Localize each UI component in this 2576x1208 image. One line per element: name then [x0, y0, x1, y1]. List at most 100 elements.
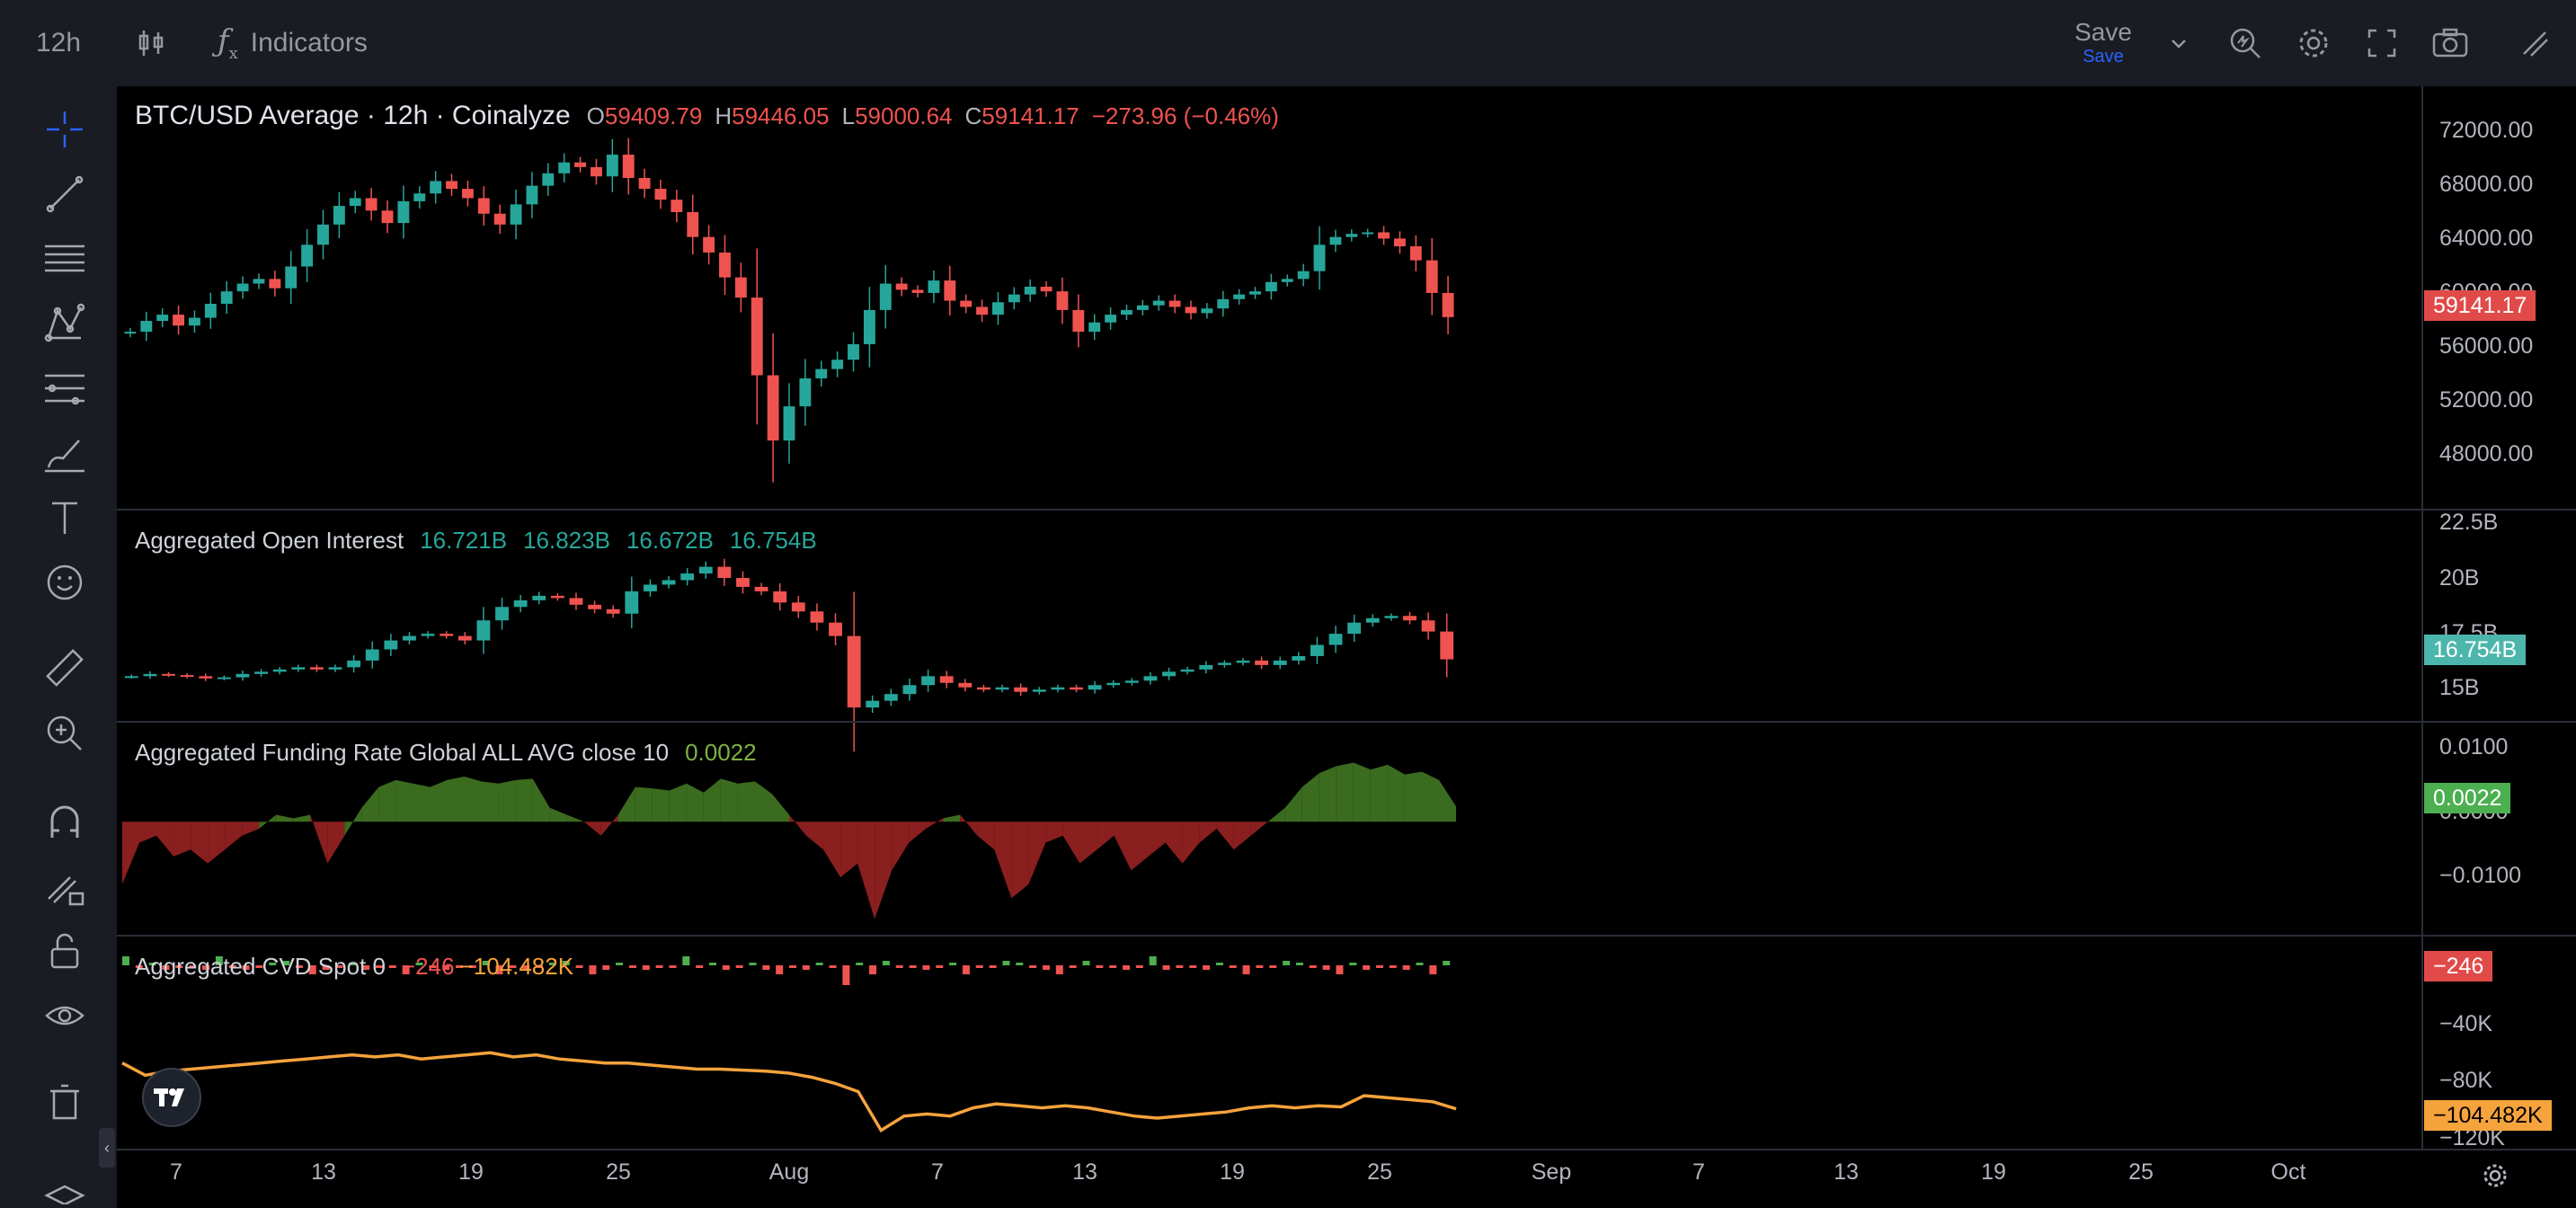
x-tick: 19 — [1981, 1159, 2006, 1185]
cvd-bar — [628, 965, 636, 968]
cvd-bar — [776, 965, 784, 974]
funding-area — [498, 779, 516, 822]
oi-candle — [606, 608, 620, 614]
x-tick: 19 — [1220, 1159, 1245, 1185]
funding-area — [1353, 762, 1371, 822]
funding-area — [857, 822, 875, 919]
chevron-down-icon[interactable] — [2157, 22, 2200, 65]
price-candle — [991, 302, 1004, 315]
layers-icon[interactable] — [40, 1158, 90, 1208]
drawing-toolbar — [0, 86, 117, 1208]
axis-settings-icon[interactable] — [2477, 1158, 2513, 1194]
lock-pencil-icon[interactable] — [40, 861, 90, 911]
funding-title[interactable]: Aggregated Funding Rate Global ALL AVG c… — [135, 739, 670, 766]
cvd-bar — [509, 965, 517, 968]
symbol-title[interactable]: BTC/USD Average · 12h · Coinalyze — [135, 101, 571, 130]
fullscreen-icon[interactable] — [2360, 22, 2403, 65]
collapse-toolbar-handle[interactable]: ‹ — [99, 1128, 115, 1168]
cvd-bar — [522, 965, 530, 970]
funding-area — [1404, 771, 1422, 822]
cvd-bar — [1109, 965, 1117, 968]
funding-area — [1045, 822, 1063, 843]
cvd-bar — [189, 965, 197, 968]
funding-area — [191, 822, 209, 864]
candles-icon[interactable] — [129, 22, 173, 65]
indicators-button[interactable]: ƒx Indicators — [218, 0, 368, 86]
price-candle — [1233, 294, 1246, 299]
cvd-bar — [135, 965, 143, 968]
chart-area[interactable] — [117, 86, 2576, 1208]
cvd-bar — [415, 963, 423, 965]
price-candle — [349, 198, 361, 207]
cvd-bar — [215, 956, 223, 965]
camera-icon[interactable] — [2429, 22, 2472, 65]
fib-retracement-icon[interactable] — [40, 363, 90, 413]
price-candle — [269, 279, 281, 289]
zoom-in-icon[interactable] — [40, 708, 90, 759]
lock-icon[interactable] — [40, 926, 90, 976]
eye-icon[interactable] — [40, 990, 90, 1041]
trend-line-icon[interactable] — [40, 169, 90, 219]
cvd-bar — [1375, 965, 1383, 968]
text-icon[interactable] — [40, 493, 90, 543]
funding-area — [960, 814, 978, 836]
cvd-bar — [1416, 963, 1424, 965]
funding-area — [549, 807, 567, 822]
price-candle — [189, 317, 200, 326]
brush-icon[interactable] — [40, 428, 90, 478]
tradingview-logo[interactable] — [142, 1068, 201, 1127]
funding-area — [1301, 773, 1319, 822]
cvd-bar — [456, 965, 463, 968]
pane-separator[interactable] — [117, 721, 2576, 723]
gear-icon[interactable] — [2292, 22, 2335, 65]
pattern-icon[interactable] — [40, 298, 90, 349]
oi-candle — [1421, 620, 1435, 632]
funding-area — [1438, 779, 1456, 822]
cvd-bar — [1189, 965, 1197, 968]
save-button[interactable]: Save Save — [2067, 18, 2139, 72]
cvd-bar — [922, 965, 930, 970]
price-candle — [1346, 234, 1358, 237]
y-tick: 0.0100 — [2439, 734, 2509, 759]
cvd-title[interactable]: Aggregated CVD Spot 0 — [135, 953, 386, 980]
publish-icon[interactable] — [2513, 22, 2556, 65]
trash-icon[interactable] — [40, 1077, 90, 1127]
cvd-bar — [936, 965, 944, 968]
cvd-line-value: −104.482K — [459, 953, 574, 980]
pane-separator[interactable] — [117, 509, 2576, 511]
plot-area[interactable] — [117, 86, 2421, 1150]
oi-candle — [217, 677, 231, 680]
cvd-bar — [548, 963, 556, 965]
crosshair-icon[interactable] — [40, 104, 90, 155]
price-candle — [285, 266, 298, 289]
funding-area — [395, 779, 413, 822]
oi-candle — [754, 586, 768, 591]
interval-button[interactable]: 12h — [36, 0, 81, 86]
cvd-bar — [895, 965, 903, 968]
ruler-icon[interactable] — [40, 644, 90, 694]
funding-area — [909, 822, 927, 843]
oi-candle — [643, 584, 657, 591]
quick-search-icon[interactable] — [2224, 22, 2267, 65]
price-candle — [317, 224, 329, 245]
oi-legend[interactable]: Aggregated Open Interest 16.721B 16.823B… — [135, 527, 817, 555]
oi-candle — [810, 611, 824, 623]
funding-area — [447, 777, 465, 822]
cvd-legend[interactable]: Aggregated CVD Spot 0 −246 −104.482K — [135, 953, 573, 981]
cvd-bar — [949, 963, 957, 965]
magnet-icon[interactable] — [40, 796, 90, 847]
funding-legend[interactable]: Aggregated Funding Rate Global ALL AVG c… — [135, 739, 757, 767]
cvd-bar — [1242, 965, 1250, 974]
pane-separator[interactable] — [117, 935, 2576, 937]
price-candle — [1088, 322, 1101, 333]
x-tick: 7 — [1692, 1159, 1705, 1185]
emoji-icon[interactable] — [40, 557, 90, 608]
oi-candle — [847, 635, 861, 708]
oi-title[interactable]: Aggregated Open Interest — [135, 527, 404, 554]
main-legend[interactable]: BTC/USD Average · 12h · Coinalyze O 59409… — [135, 101, 1279, 131]
horizontal-lines-icon[interactable] — [40, 234, 90, 284]
price-candle — [848, 343, 859, 360]
funding-area — [840, 822, 858, 878]
price-candle — [204, 304, 217, 318]
cvd-delta-badge: −246 — [2424, 951, 2493, 982]
